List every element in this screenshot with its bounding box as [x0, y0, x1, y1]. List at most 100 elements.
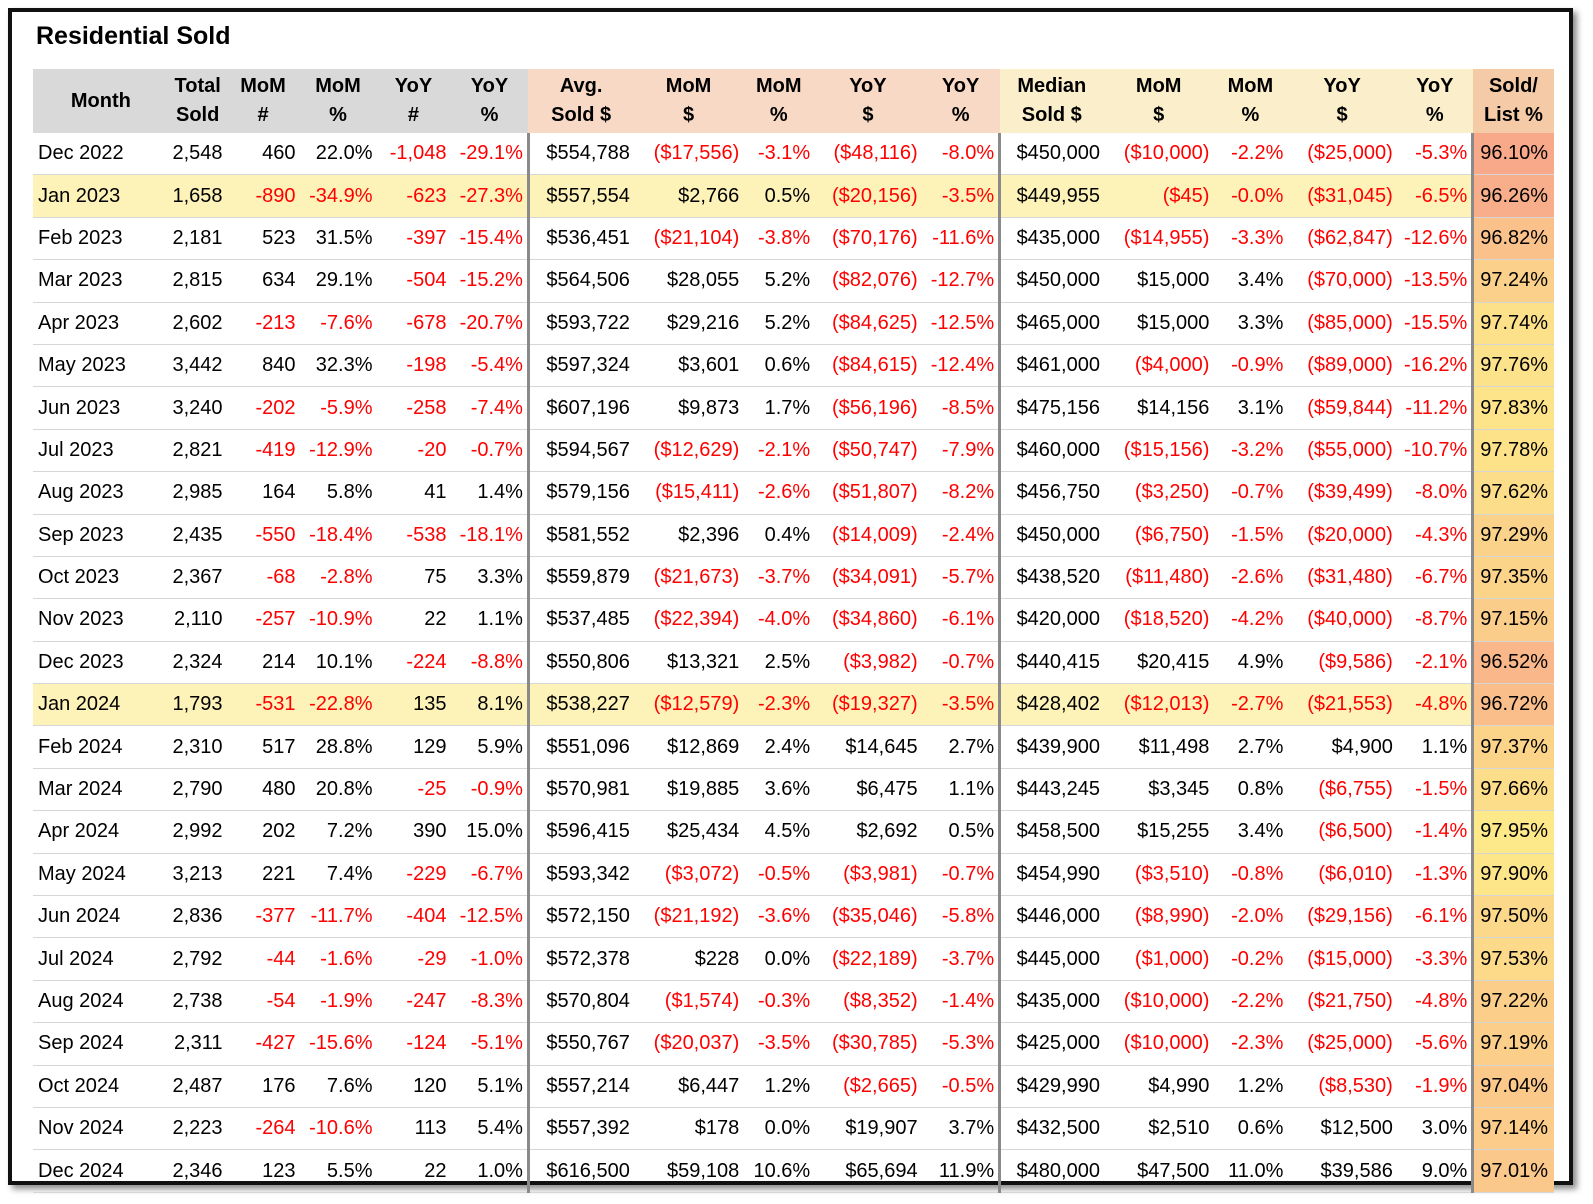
- cell-avg_mom_d: $13,321: [633, 641, 744, 685]
- cell-avg_mom_p: -3.5%: [743, 1022, 815, 1066]
- cell-sold_list: 97.74%: [1471, 302, 1554, 345]
- header-label-line: Sold $: [1021, 104, 1082, 126]
- header-avg_mom_p: MoM%: [743, 69, 815, 133]
- cell-avg_yoy_p: -0.7%: [921, 853, 1000, 897]
- cell-mom_n: 634: [226, 259, 300, 303]
- cell-med_yoy_d: ($55,000): [1287, 429, 1397, 473]
- cell-yoy_p: -6.7%: [450, 853, 529, 897]
- cell-med_mom_p: 1.2%: [1213, 1065, 1288, 1108]
- cell-avg_yoy_d: ($35,046): [814, 895, 922, 939]
- cell-med_yoy_d: ($6,010): [1287, 853, 1397, 897]
- cell-sold_list: 97.29%: [1471, 514, 1554, 557]
- header-label-line: %: [480, 104, 499, 126]
- cell-mom_p: -34.9%: [299, 174, 377, 218]
- cell-med: $438,520: [998, 556, 1104, 600]
- header-label-line: Median: [1017, 75, 1087, 97]
- cell-sold_list: 97.37%: [1471, 725, 1554, 769]
- cell-mom_p: 7.6%: [299, 1065, 377, 1108]
- cell-mom_p: -12.9%: [299, 429, 377, 473]
- cell-med_yoy_d: $12,500: [1287, 1107, 1397, 1151]
- cell-med_yoy_d: ($85,000): [1287, 302, 1397, 345]
- cell-total: 2,310: [168, 725, 227, 769]
- cell-month: Nov 2024: [33, 1107, 169, 1151]
- cell-avg: $572,378: [526, 937, 634, 981]
- cell-med_mom_d: ($12,013): [1103, 683, 1214, 727]
- cell-mom_p: -10.9%: [299, 598, 377, 642]
- cell-yoy_p: -8.3%: [450, 980, 529, 1024]
- cell-avg_mom_d: $59,108: [633, 1149, 744, 1193]
- cell-med_mom_p: -2.3%: [1213, 1022, 1288, 1066]
- cell-avg: $594,567: [526, 429, 634, 473]
- cell-mom_n: -68: [226, 556, 300, 600]
- cell-avg: $616,500: [526, 1149, 634, 1193]
- cell-yoy_p: 15.0%: [450, 810, 529, 854]
- cell-sold_list: 96.82%: [1471, 217, 1554, 261]
- cell-total: 2,790: [168, 768, 227, 812]
- header-label-line: %: [951, 104, 970, 126]
- cell-sold_list: 97.78%: [1471, 429, 1554, 473]
- table-row: Apr 2024 2,992 202 7.2% 390 15.0% $596,415 $25,…: [33, 810, 1554, 854]
- cell-avg_yoy_p: -0.7%: [921, 641, 1000, 685]
- cell-med: $428,402: [998, 683, 1104, 727]
- cell-med_yoy_p: -8.7%: [1396, 598, 1473, 642]
- cell-avg_yoy_p: -7.9%: [921, 429, 1000, 473]
- cell-mom_n: -377: [226, 895, 300, 939]
- cell-med: $445,000: [998, 937, 1104, 981]
- cell-avg_yoy_d: ($50,747): [814, 429, 922, 473]
- cell-mom_n: -44: [226, 937, 300, 981]
- cell-med_yoy_p: -6.1%: [1396, 895, 1473, 939]
- header-label-line: List %: [1483, 104, 1543, 126]
- cell-avg_mom_p: -2.1%: [743, 429, 815, 473]
- cell-med_yoy_p: -1.9%: [1396, 1065, 1473, 1108]
- cell-avg_mom_p: -2.6%: [743, 471, 815, 515]
- cell-med_mom_p: -1.5%: [1213, 514, 1288, 557]
- cell-avg_mom_d: $12,869: [633, 725, 744, 769]
- cell-yoy_p: -0.7%: [450, 429, 529, 473]
- cell-avg_yoy_p: -8.2%: [921, 471, 1000, 515]
- header-label-line: Sold $: [551, 104, 612, 126]
- cell-med_mom_d: ($45): [1103, 174, 1214, 218]
- cell-med_mom_d: ($8,990): [1103, 895, 1214, 939]
- cell-avg_mom_d: $178: [633, 1107, 744, 1151]
- cell-avg: $559,879: [526, 556, 634, 600]
- cell-mom_p: 28.8%: [299, 725, 377, 769]
- cell-mom_p: 29.1%: [299, 259, 377, 303]
- cell-sold_list: 97.22%: [1471, 980, 1554, 1024]
- cell-med_mom_d: $20,415: [1103, 641, 1214, 685]
- cell-med: $456,750: [998, 471, 1104, 515]
- cell-month: Sep 2023: [33, 514, 169, 557]
- cell-med: $480,000: [998, 1149, 1104, 1193]
- cell-med_yoy_p: -4.3%: [1396, 514, 1473, 557]
- cell-month: Mar 2024: [33, 768, 169, 812]
- cell-sold_list: 97.83%: [1471, 386, 1554, 430]
- cell-month: Oct 2023: [33, 556, 169, 600]
- table-row: Jul 2023 2,821 -419 -12.9% -20 -0.7% $594,567(…: [33, 429, 1554, 473]
- cell-med_yoy_d: ($70,000): [1287, 259, 1397, 303]
- cell-total: 2,346: [168, 1149, 227, 1193]
- cell-month: Feb 2023: [33, 217, 169, 261]
- cell-avg: $538,227: [526, 683, 634, 727]
- cell-yoy_p: -18.1%: [450, 514, 529, 557]
- cell-avg: $593,342: [526, 853, 634, 897]
- cell-med_mom_d: ($3,250): [1103, 471, 1214, 515]
- cell-avg_yoy_d: ($2,665): [814, 1065, 922, 1108]
- cell-yoy_n: -124: [376, 1022, 451, 1066]
- cell-med_mom_d: ($4,000): [1103, 344, 1214, 388]
- cell-avg_mom_d: ($22,394): [633, 598, 744, 642]
- cell-yoy_n: -224: [376, 641, 451, 685]
- header-label-line: %: [1241, 104, 1260, 126]
- cell-sold_list: 96.72%: [1471, 683, 1554, 727]
- cell-med_yoy_p: -10.7%: [1396, 429, 1473, 473]
- cell-mom_n: 840: [226, 344, 300, 388]
- cell-avg_yoy_d: ($3,982): [814, 641, 922, 685]
- table-row: Mar 2023 2,815 634 29.1% -504 -15.2% $564,506 $…: [33, 259, 1554, 303]
- cell-yoy_n: -1,048: [376, 133, 451, 176]
- cell-med_mom_d: ($6,750): [1103, 514, 1214, 557]
- cell-total: 2,992: [168, 810, 227, 854]
- cell-avg_mom_d: ($17,556): [633, 133, 744, 176]
- cell-med: $439,900: [998, 725, 1104, 769]
- cell-avg: $597,324: [526, 344, 634, 388]
- header-label-line: %: [329, 104, 347, 126]
- cell-total: 2,738: [168, 980, 227, 1024]
- cell-avg_mom_p: 2.5%: [743, 641, 815, 685]
